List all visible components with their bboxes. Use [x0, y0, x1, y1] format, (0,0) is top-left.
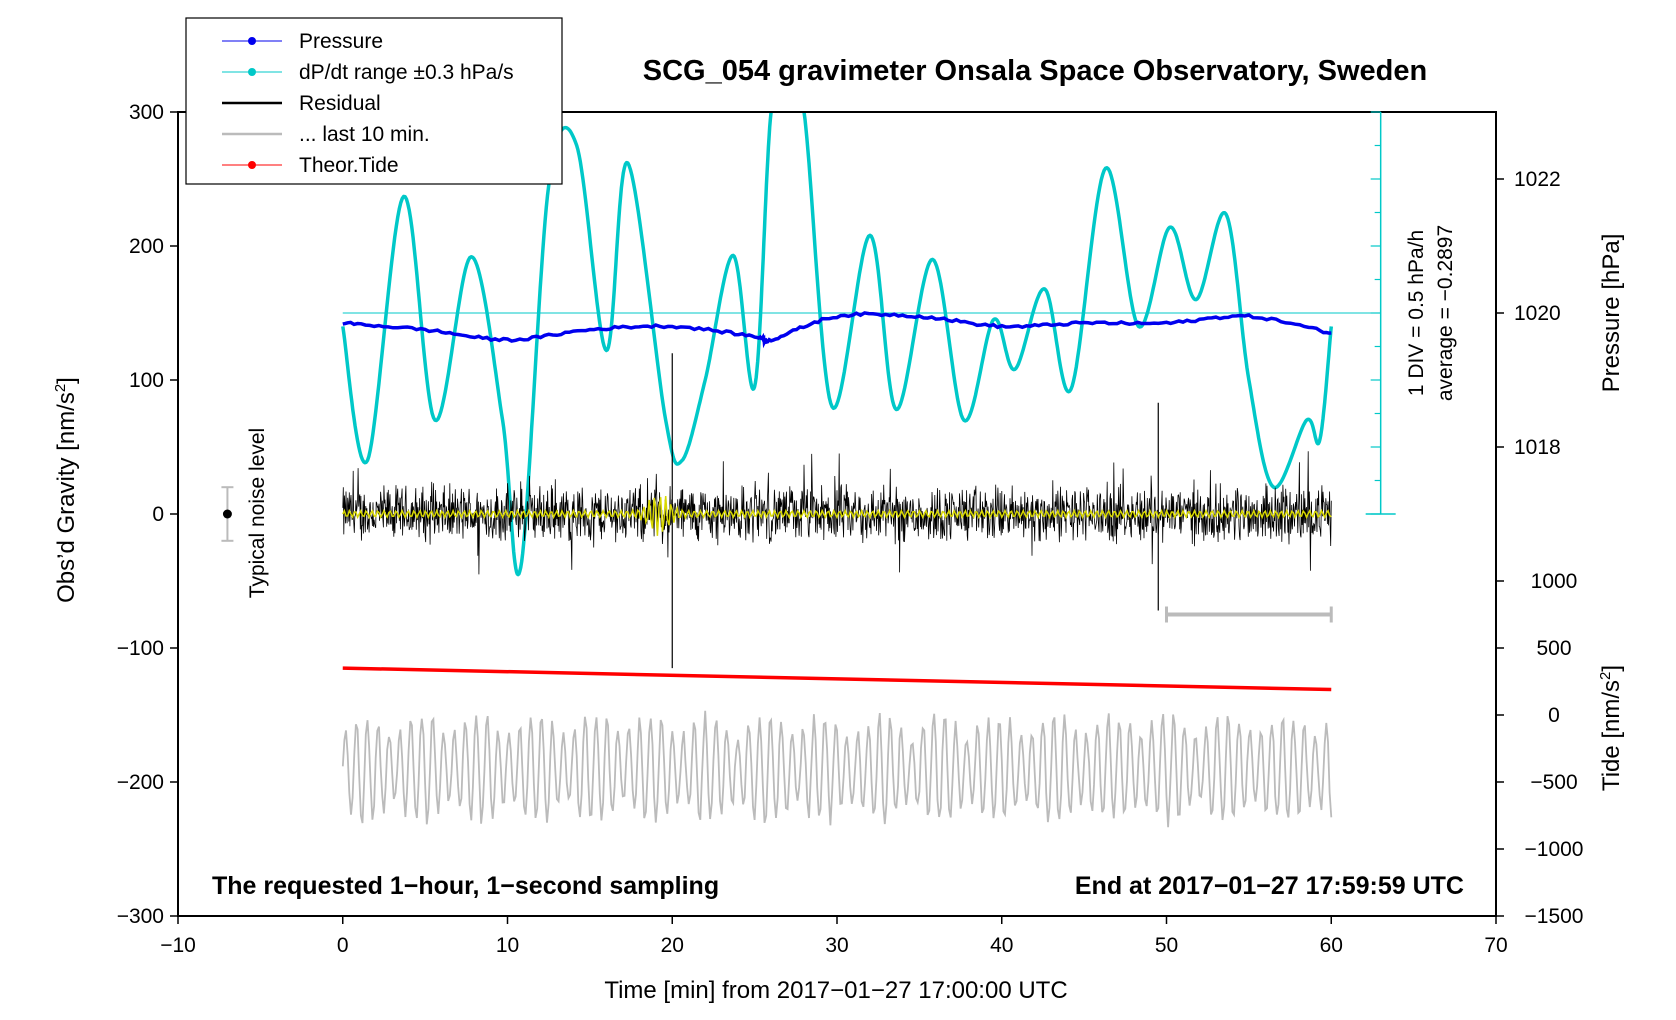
dpdt-average-label: average = −0.2897 [1434, 225, 1457, 401]
y-axis-label-sup: 2 [52, 384, 69, 392]
x-axis-ticks: −10 0 10 20 30 40 50 60 70 [160, 916, 1508, 957]
x-tick-label: 40 [990, 934, 1013, 957]
dpdt-series-line [341, 112, 1334, 577]
y-tick-label: −100 [117, 637, 164, 660]
y-axis-label-close: ] [53, 377, 80, 384]
tide-axis-label: Tide [nm/s2] [1597, 665, 1625, 791]
dpdt-div-label: 1 DIV = 0.5 hPa/h [1405, 230, 1428, 396]
legend-item: ... last 10 min. [222, 123, 430, 146]
legend-item: Theor.Tide [222, 154, 399, 177]
tide-axis-ticks: 1000 500 0 −500 −1000 −1500 [1496, 570, 1583, 928]
tide-tick-label: −1000 [1525, 838, 1584, 861]
y-tick-label: 0 [152, 503, 164, 526]
pressure-axis-label: Pressure [hPa] [1598, 234, 1625, 393]
y-axis-label: Obs’d Gravity [nm/s2] [52, 377, 80, 603]
legend-box [185, 17, 563, 185]
y-tick-label: 100 [129, 369, 164, 392]
x-tick-label: 60 [1320, 934, 1343, 957]
tide-axis-label-sup: 2 [1597, 672, 1614, 680]
pressure-axis-ticks: 1018 1020 1022 [1496, 168, 1561, 459]
x-tick-label: −10 [160, 934, 196, 957]
residual-series-line [342, 451, 1332, 575]
legend-marker [248, 37, 256, 45]
legend-item: dP/dt range ±0.3 hPa/s [222, 61, 514, 84]
pressure-series-line [342, 311, 1332, 349]
x-tick-label: 0 [337, 934, 349, 957]
x-tick-label: 50 [1155, 934, 1178, 957]
x-tick-label: 70 [1484, 934, 1507, 957]
last-10-min-line [341, 710, 1333, 828]
tide-tick-label: 500 [1536, 637, 1571, 660]
y-axis-ticks: −300 −200 −100 0 100 200 300 [117, 101, 178, 928]
tide-axis-label-close: ] [1598, 665, 1625, 672]
tide-tick-label: −500 [1530, 771, 1577, 794]
y-tick-label: 300 [129, 101, 164, 124]
x-tick-label: 20 [661, 934, 684, 957]
pressure-tick-label: 1020 [1514, 302, 1561, 325]
legend-item: Pressure [222, 30, 383, 53]
tide-axis-label-main: Tide [nm/s [1598, 680, 1625, 791]
x-axis-label: Time [min] from 2017−01−27 17:00:00 UTC [604, 977, 1067, 1004]
filtered-residual-line [342, 496, 1332, 536]
legend-label: Pressure [299, 30, 383, 53]
dpdt-scale [1365, 111, 1396, 515]
legend-label: dP/dt range ±0.3 hPa/s [299, 61, 514, 84]
y-axis-label-main: Obs’d Gravity [nm/s [53, 392, 80, 603]
legend: Pressure dP/dt range ±0.3 hPa/s Residual..… [185, 17, 563, 185]
footer-left-annotation: The requested 1−hour, 1−second sampling [212, 872, 719, 900]
footer-right-annotation: End at 2017−01−27 17:59:59 UTC [1075, 872, 1464, 900]
y-tick-label: 200 [129, 235, 164, 258]
x-tick-label: 30 [825, 934, 848, 957]
series-layer [341, 112, 1381, 828]
legend-label: Residual [299, 92, 381, 115]
noise-level-label: Typical noise level [246, 428, 269, 598]
y-tick-label: −200 [117, 771, 164, 794]
plot-area [341, 112, 1381, 828]
y-tick-label: −300 [117, 905, 164, 928]
legend-marker [248, 161, 256, 169]
chart-title: SCG_054 gravimeter Onsala Space Observat… [643, 55, 1427, 87]
tide-tick-label: 1000 [1531, 570, 1578, 593]
tide-tick-label: −1500 [1525, 905, 1584, 928]
noise-level-dot [222, 509, 232, 519]
legend-label: ... last 10 min. [299, 123, 430, 146]
pressure-tick-label: 1018 [1514, 436, 1561, 459]
x-tick-label: 10 [496, 934, 519, 957]
legend-marker [248, 68, 256, 76]
pressure-tick-label: 1022 [1514, 168, 1561, 191]
noise-level-indicator [221, 486, 234, 542]
legend-label: Theor.Tide [299, 154, 399, 177]
theoretical-tide-line [342, 666, 1332, 692]
tide-tick-label: 0 [1548, 704, 1560, 727]
legend-item: Residual [222, 92, 381, 115]
